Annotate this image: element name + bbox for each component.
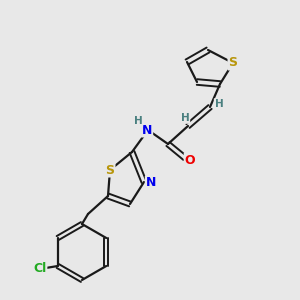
Text: N: N <box>146 176 156 190</box>
Text: S: S <box>106 164 115 176</box>
Text: S: S <box>229 56 238 70</box>
Text: Cl: Cl <box>33 262 46 275</box>
Text: H: H <box>181 113 189 123</box>
Text: H: H <box>134 116 142 126</box>
Text: H: H <box>214 99 224 109</box>
Text: O: O <box>185 154 195 166</box>
Text: N: N <box>142 124 152 136</box>
